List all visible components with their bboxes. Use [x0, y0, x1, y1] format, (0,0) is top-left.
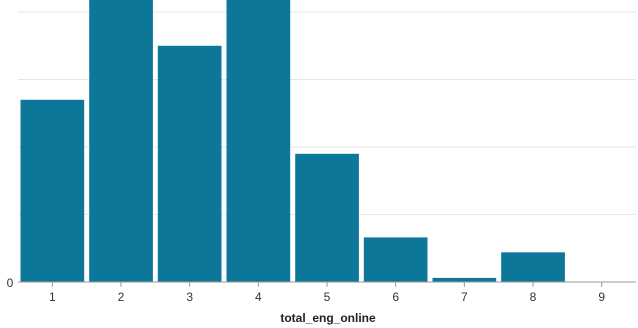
- x-axis: 1 2 3 4 5 6 7 8 9: [18, 281, 636, 304]
- bar-6: [363, 237, 428, 282]
- x-tick-label: 9: [598, 290, 605, 304]
- bars: [20, 0, 565, 283]
- bar-5: [295, 153, 359, 283]
- x-tick-label: 8: [530, 290, 537, 304]
- bar-2: [89, 0, 153, 283]
- x-tick-label: 6: [392, 290, 399, 304]
- bar-8: [501, 252, 565, 282]
- x-tick-label: 7: [461, 290, 468, 304]
- bar-7: [432, 277, 497, 282]
- y-tick-label: 0: [7, 276, 14, 290]
- x-tick-label: 3: [186, 290, 193, 304]
- x-axis-title: total_eng_online: [280, 311, 376, 325]
- bar-1: [20, 99, 85, 283]
- bar-3: [157, 45, 222, 283]
- bar-4: [226, 0, 291, 283]
- x-tick-label: 2: [118, 290, 125, 304]
- x-tick-label: 4: [255, 290, 262, 304]
- x-tick-label: 5: [324, 290, 331, 304]
- x-tick-label: 1: [49, 290, 56, 304]
